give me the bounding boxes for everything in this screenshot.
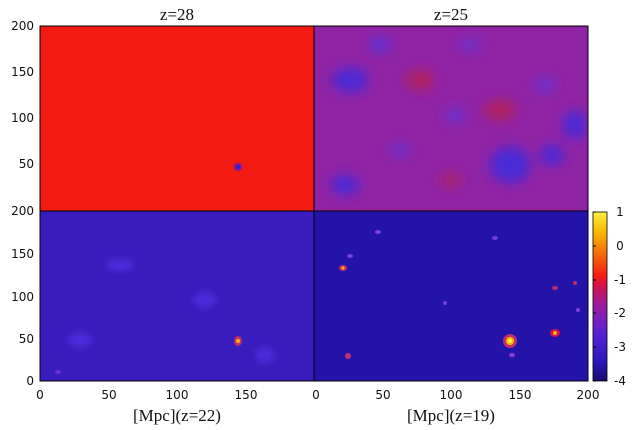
- x-tick: 100: [440, 388, 463, 402]
- panel-z28-features: [234, 163, 242, 171]
- y-tick: 200: [11, 204, 34, 218]
- x-tick: 0: [312, 388, 320, 402]
- panel-title-z25: z=25: [434, 5, 468, 24]
- panel-z25-features: [331, 37, 587, 195]
- y-tick: 0: [26, 374, 34, 388]
- panel-z28: [40, 26, 314, 211]
- y-tick: 50: [19, 157, 34, 171]
- x-tick: 0: [36, 388, 44, 402]
- colorbar-tick-label: 0: [616, 239, 624, 253]
- x-tick: 200: [577, 388, 600, 402]
- x-label-z19: [Mpc](z=19): [407, 406, 495, 425]
- x-label-z22: [Mpc](z=22): [133, 406, 221, 425]
- panel-z22-features: [55, 259, 275, 374]
- y-tick: 200: [11, 19, 34, 33]
- colorbar-tick-label: -3: [614, 340, 626, 354]
- x-tick: 50: [375, 388, 390, 402]
- y-tick: 50: [19, 332, 34, 346]
- x-tick: 150: [509, 388, 532, 402]
- y-tick: 100: [11, 111, 34, 125]
- colorbar-tick-label: -2: [614, 306, 626, 320]
- y-tick: 150: [11, 247, 34, 261]
- x-tick: 150: [235, 388, 258, 402]
- panel-title-z28: z=28: [160, 5, 194, 24]
- x-tick: 100: [166, 388, 189, 402]
- colorbar-tick-label: 1: [616, 205, 624, 219]
- colorbar-tick-label: -1: [614, 273, 626, 287]
- colorbar: [592, 211, 608, 382]
- y-tick: 150: [11, 65, 34, 79]
- colorbar-ticks: [593, 211, 596, 382]
- colorbar-tick-label: -4: [614, 374, 626, 388]
- y-tick: 100: [11, 290, 34, 304]
- x-tick: 50: [101, 388, 116, 402]
- panel-z19-features: [339, 230, 580, 359]
- panel-z19: [314, 211, 588, 381]
